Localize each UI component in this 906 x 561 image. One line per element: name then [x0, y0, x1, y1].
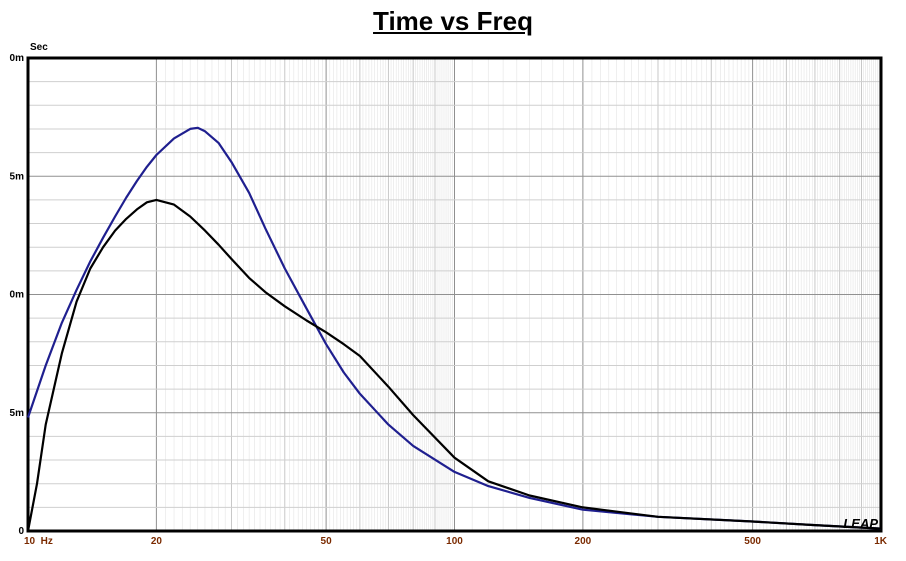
series-line-2: [26, 198, 882, 532]
x-tick-label: 500: [744, 536, 761, 547]
y-tick-labels: 0 5m 0m 5m 0m: [10, 53, 25, 537]
series-lines: [26, 126, 882, 532]
y-tick-label: 0m: [10, 53, 25, 64]
x-tick-label: 50: [321, 536, 333, 547]
chart-title: Time vs Freq: [373, 6, 533, 36]
x-tick-label: 100: [446, 536, 463, 547]
series-line-1: [26, 126, 882, 530]
x-tick-label: 200: [575, 536, 592, 547]
plot-frame: [26, 56, 883, 533]
x-tick-labels: 10 Hz 20 50 100 200 500 1K: [24, 536, 888, 547]
leap-watermark-logo: LEAP: [843, 516, 878, 531]
y-unit-label: Sec: [30, 42, 48, 53]
grid-lines: [28, 58, 881, 531]
x-tick-label: 1K: [874, 536, 888, 547]
y-tick-label: 5m: [10, 171, 25, 182]
x-tick-label: 20: [151, 536, 163, 547]
x-tick-label: 10 Hz: [24, 536, 53, 547]
y-tick-label: 0m: [10, 290, 25, 301]
y-tick-label: 5m: [10, 408, 25, 419]
y-tick-label: 0: [18, 526, 24, 537]
